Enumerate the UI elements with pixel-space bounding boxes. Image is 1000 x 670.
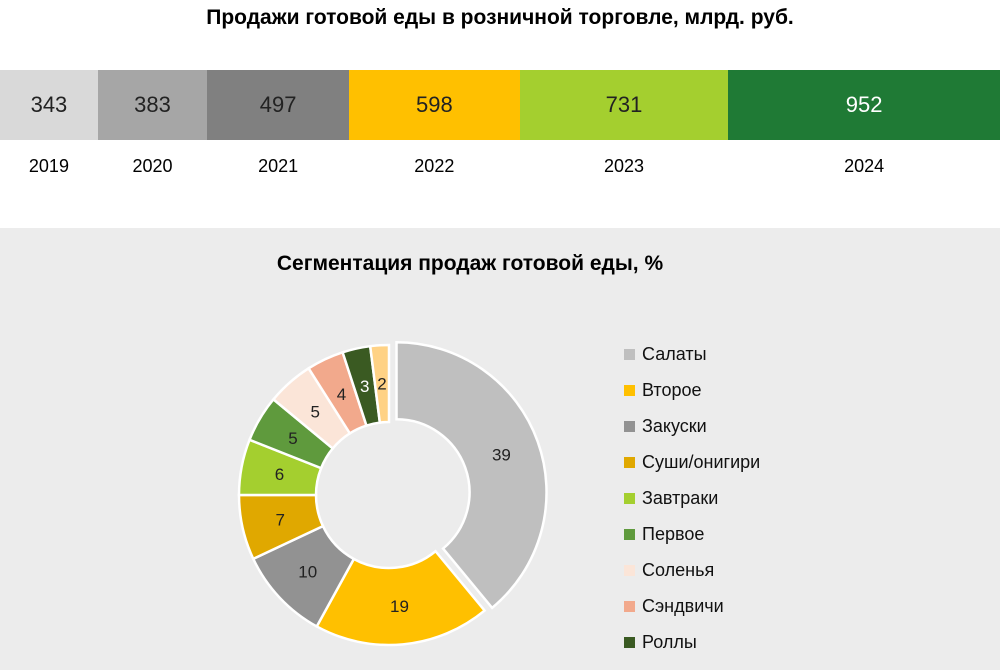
legend-swatch (624, 456, 635, 468)
legend-label: Первое (642, 523, 705, 544)
legend: Салаты Второе Закуски Суши/онигири Завтраки П… (624, 336, 760, 660)
year-label: 2020 (132, 156, 173, 176)
segmentation-panel: Сегментация продаж готовой еды, % 39 19 10… (0, 228, 1000, 670)
bar-value-label: 731 (605, 92, 643, 117)
bar-segment-2024: 952 2024 (728, 70, 1000, 176)
donut-value-label: 10 (298, 562, 317, 581)
legend-label: Соленья (642, 559, 715, 580)
legend-label: Второе (642, 379, 702, 400)
legend-item: Сэндвичи (624, 588, 760, 624)
donut-value-label: 6 (275, 465, 284, 484)
legend-item: Первое (624, 516, 760, 552)
bar-segment-2019: 343 2019 (0, 70, 98, 176)
legend-item: Роллы (624, 624, 760, 660)
legend-item: Второе (624, 372, 760, 408)
sales-chart-title: Продажи готовой еды в розничной торговле… (206, 6, 794, 29)
legend-label: Суши/онигири (642, 451, 761, 472)
donut-slice-other (368, 343, 391, 424)
sales-stacked-bar: 343 2019 383 2020 497 2021 598 2022 731 2023 952 20… (0, 70, 1000, 176)
bar-value-label: 383 (134, 92, 171, 117)
legend-swatch (624, 528, 635, 540)
segmentation-chart-title: Сегментация продаж готовой еды, % (276, 252, 664, 275)
bar-value-label: 952 (845, 92, 883, 117)
legend-label: Роллы (642, 631, 697, 652)
bar-segment-2022: 598 2022 (349, 70, 520, 176)
donut-value-label: 4 (337, 385, 346, 404)
legend-swatch (624, 384, 635, 396)
donut-value-label: 5 (288, 429, 297, 448)
donut-value-label: 39 (492, 446, 511, 465)
donut-value-label: 5 (311, 402, 320, 421)
donut-value-label: 19 (390, 597, 409, 616)
bar-segment-2020: 383 2020 (97, 70, 208, 176)
bar-value-label: 497 (259, 92, 297, 117)
legend-swatch (624, 492, 635, 504)
legend-swatch (624, 348, 635, 360)
legend-label: Закуски (642, 415, 707, 436)
year-label: 2019 (28, 156, 69, 176)
year-label: 2023 (603, 156, 644, 176)
legend-item: Закуски (624, 408, 760, 444)
legend-swatch (624, 600, 635, 612)
donut-value-label: 3 (360, 377, 369, 396)
donut-slice-Салаты (395, 341, 548, 610)
bar-value-label: 343 (30, 92, 68, 117)
legend-item: Суши/онигири (624, 444, 760, 480)
legend-item: Соленья (624, 552, 760, 588)
bar-segment-2023: 731 2023 (519, 70, 729, 176)
year-label: 2024 (844, 156, 885, 176)
bar-segment-2021: 497 2021 (207, 70, 349, 176)
legend-swatch (624, 420, 635, 432)
year-label: 2021 (258, 156, 299, 176)
bar-value-label: 598 (415, 92, 453, 117)
legend-swatch (624, 636, 635, 648)
legend-item: Завтраки (624, 480, 760, 516)
donut-value-label: 7 (275, 510, 284, 529)
donut-value-label: 2 (377, 375, 386, 394)
donut-slice-Второе (315, 549, 487, 647)
legend-item: Салаты (624, 336, 760, 372)
legend-label: Салаты (642, 343, 707, 364)
year-label: 2022 (414, 156, 455, 176)
legend-label: Завтраки (642, 487, 719, 508)
legend-label: Сэндвичи (642, 595, 724, 616)
legend-swatch (624, 564, 635, 576)
